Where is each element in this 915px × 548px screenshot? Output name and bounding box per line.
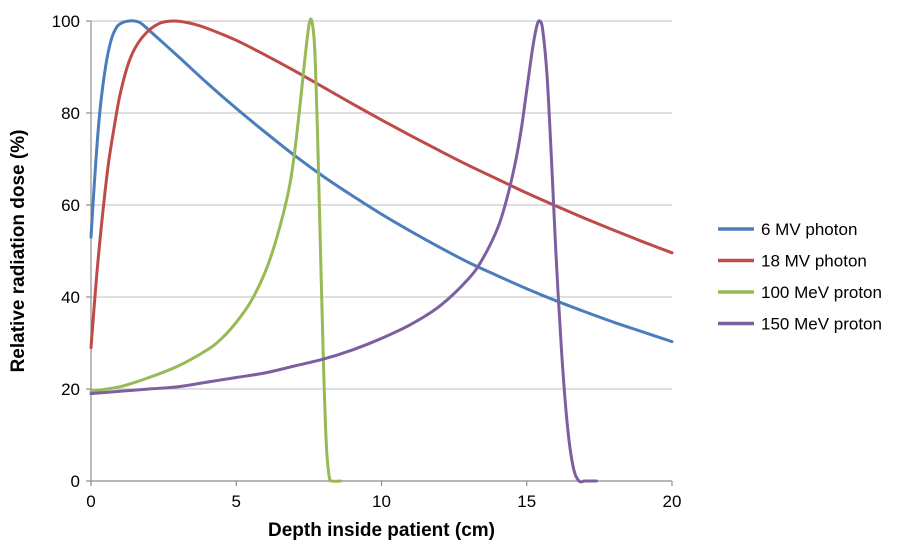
plot-area xyxy=(89,17,674,484)
y-tick-label: 20 xyxy=(61,380,80,399)
tick-labels: 0 20 40 60 80 100 0 5 10 15 20 xyxy=(52,12,682,511)
x-tick-label: 10 xyxy=(372,492,391,511)
y-axis-title: Relative radiation dose (%) xyxy=(8,130,29,373)
legend-item-150-mev-proton: 150 MeV proton xyxy=(718,315,882,334)
legend-label: 6 MV photon xyxy=(761,220,857,239)
series-line-150-mev-proton xyxy=(89,19,598,484)
x-tick-label: 5 xyxy=(232,492,241,511)
x-tick-label: 0 xyxy=(86,492,95,511)
legend: 6 MV photon 18 MV photon 100 MeV proton 150… xyxy=(718,220,882,334)
y-tick-label: 0 xyxy=(71,472,80,491)
x-axis-title: Depth inside patient (cm) xyxy=(268,520,495,541)
legend-label: 150 MeV proton xyxy=(761,315,882,334)
legend-label: 18 MV photon xyxy=(761,252,867,271)
legend-item-100-mev-proton: 100 MeV proton xyxy=(718,283,882,302)
series-line-18-mv-photon xyxy=(89,19,674,350)
legend-label: 100 MeV proton xyxy=(761,283,882,302)
x-tick-label: 20 xyxy=(663,492,682,511)
series-line-6-mv-photon xyxy=(89,19,674,344)
y-tick-label: 100 xyxy=(52,12,80,31)
legend-item-6-mv-photon: 6 MV photon xyxy=(718,220,857,239)
axes xyxy=(86,20,673,486)
legend-item-18-mv-photon: 18 MV photon xyxy=(718,252,867,271)
series-line-100-mev-proton xyxy=(89,17,343,483)
y-tick-label: 60 xyxy=(61,196,80,215)
y-tick-label: 40 xyxy=(61,288,80,307)
gridlines xyxy=(91,20,672,390)
y-tick-label: 80 xyxy=(61,104,80,123)
x-tick-label: 15 xyxy=(517,492,536,511)
